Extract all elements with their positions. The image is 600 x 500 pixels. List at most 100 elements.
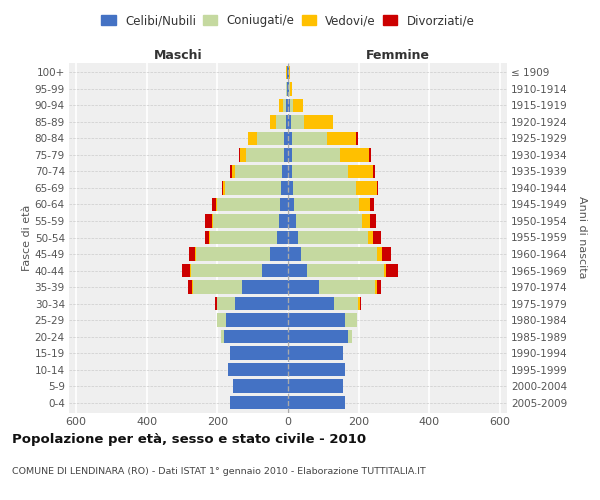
Bar xyxy=(224,330,288,343)
Bar xyxy=(373,165,375,178)
Bar xyxy=(288,396,345,409)
Bar xyxy=(190,264,191,277)
Bar xyxy=(288,297,334,310)
Bar xyxy=(212,214,213,228)
Bar xyxy=(373,231,381,244)
Bar xyxy=(271,248,288,260)
Bar xyxy=(270,116,277,128)
Text: Popolazione per età, sesso e stato civile - 2010: Popolazione per età, sesso e stato civil… xyxy=(12,432,366,446)
Bar xyxy=(385,264,386,277)
Bar xyxy=(205,214,212,228)
Bar xyxy=(292,165,348,178)
Bar xyxy=(327,132,356,145)
Bar xyxy=(182,264,190,277)
Bar xyxy=(288,314,345,326)
Bar xyxy=(286,99,288,112)
Bar xyxy=(232,165,235,178)
Bar xyxy=(319,280,375,293)
Bar xyxy=(288,214,296,228)
Bar xyxy=(245,148,284,162)
Bar xyxy=(291,116,304,128)
Bar xyxy=(228,363,288,376)
Bar xyxy=(356,182,377,194)
Bar xyxy=(360,297,361,310)
Bar xyxy=(295,198,359,211)
Bar xyxy=(356,132,358,145)
Bar xyxy=(284,132,288,145)
Bar xyxy=(370,214,376,228)
Bar xyxy=(288,165,292,178)
Bar xyxy=(226,314,288,326)
Bar xyxy=(192,280,193,293)
Text: COMUNE DI LENDINARA (RO) - Dati ISTAT 1° gennaio 2010 - Elaborazione TUTTITALIA.: COMUNE DI LENDINARA (RO) - Dati ISTAT 1°… xyxy=(12,468,426,476)
Bar xyxy=(348,165,373,178)
Bar xyxy=(288,380,343,392)
Bar xyxy=(216,198,217,211)
Bar xyxy=(290,82,292,96)
Bar xyxy=(288,363,344,376)
Bar xyxy=(209,231,277,244)
Bar xyxy=(277,231,288,244)
Bar xyxy=(225,182,281,194)
Bar xyxy=(356,314,357,326)
Bar xyxy=(368,231,373,244)
Bar xyxy=(233,380,288,392)
Bar xyxy=(377,248,382,260)
Bar xyxy=(230,165,232,178)
Text: Femmine: Femmine xyxy=(365,48,430,62)
Bar xyxy=(290,99,293,112)
Bar xyxy=(288,182,293,194)
Bar xyxy=(288,231,298,244)
Bar xyxy=(281,165,288,178)
Bar xyxy=(280,198,288,211)
Bar xyxy=(189,248,196,260)
Bar xyxy=(289,82,290,96)
Bar xyxy=(288,132,292,145)
Bar xyxy=(292,132,327,145)
Bar xyxy=(235,165,281,178)
Bar xyxy=(345,314,356,326)
Bar xyxy=(293,182,356,194)
Bar xyxy=(217,198,280,211)
Bar xyxy=(288,346,343,360)
Bar xyxy=(283,99,286,112)
Bar xyxy=(288,264,307,277)
Bar xyxy=(288,66,289,79)
Bar xyxy=(281,182,288,194)
Bar xyxy=(382,248,391,260)
Bar xyxy=(230,396,288,409)
Bar xyxy=(286,116,288,128)
Bar xyxy=(298,231,368,244)
Bar xyxy=(241,148,245,162)
Bar xyxy=(248,132,257,145)
Bar xyxy=(221,330,224,343)
Bar xyxy=(348,330,352,343)
Bar xyxy=(362,214,370,228)
Bar xyxy=(370,198,374,211)
Bar xyxy=(288,330,348,343)
Bar xyxy=(289,66,290,79)
Bar xyxy=(213,214,279,228)
Bar xyxy=(196,248,271,260)
Bar xyxy=(288,99,290,112)
Y-axis label: Fasce di età: Fasce di età xyxy=(22,204,32,270)
Bar xyxy=(307,264,385,277)
Bar xyxy=(359,198,370,211)
Bar xyxy=(221,182,223,194)
Bar xyxy=(217,314,226,326)
Bar xyxy=(279,214,288,228)
Bar xyxy=(212,198,216,211)
Bar xyxy=(284,148,288,162)
Bar xyxy=(377,280,381,293)
Bar xyxy=(288,116,291,128)
Bar xyxy=(188,280,192,293)
Bar xyxy=(288,280,319,293)
Bar xyxy=(287,66,288,79)
Bar xyxy=(223,182,225,194)
Bar xyxy=(288,248,301,260)
Bar xyxy=(304,116,333,128)
Y-axis label: Anni di nascita: Anni di nascita xyxy=(577,196,587,278)
Bar xyxy=(358,297,360,310)
Bar xyxy=(301,248,377,260)
Bar xyxy=(230,346,288,360)
